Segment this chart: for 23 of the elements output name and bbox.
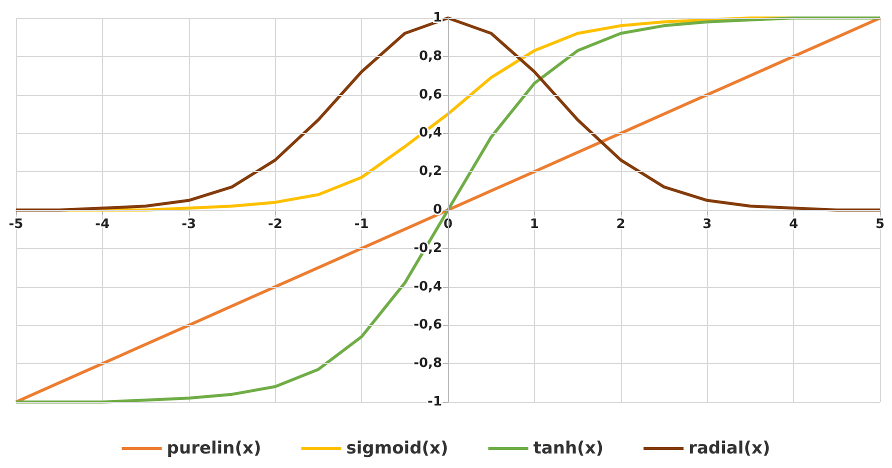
y-tick-label: -0,2 — [414, 240, 442, 256]
y-tick-label: -0,6 — [414, 318, 442, 333]
x-tick-label: -5 — [8, 217, 24, 232]
y-tick-label: -0,8 — [414, 356, 442, 372]
y-tick-label: 0,8 — [418, 48, 442, 64]
x-tick-label: -2 — [268, 217, 282, 232]
legend-label: purelin(x) — [166, 438, 262, 458]
x-tick-label: 2 — [616, 217, 626, 232]
y-tick-label: -1 — [428, 394, 442, 410]
y-tick-label: 0,4 — [418, 126, 442, 141]
legend-label: sigmoid(x) — [346, 438, 448, 458]
legend-label: tanh(x) — [533, 438, 604, 458]
legend-label: radial(x) — [688, 438, 770, 458]
x-tick-label: 4 — [789, 217, 798, 232]
y-tick-label: -0,4 — [414, 279, 442, 294]
x-tick-label: -3 — [182, 217, 196, 232]
y-tick-label: 0,2 — [418, 164, 442, 180]
x-tick-label: 3 — [702, 217, 712, 232]
x-tick-label: 1 — [530, 217, 539, 232]
x-tick-label: 5 — [875, 217, 885, 232]
y-tick-label: 0,6 — [418, 87, 442, 102]
x-tick-label: -4 — [95, 217, 110, 232]
x-tick-label: -1 — [354, 217, 369, 232]
